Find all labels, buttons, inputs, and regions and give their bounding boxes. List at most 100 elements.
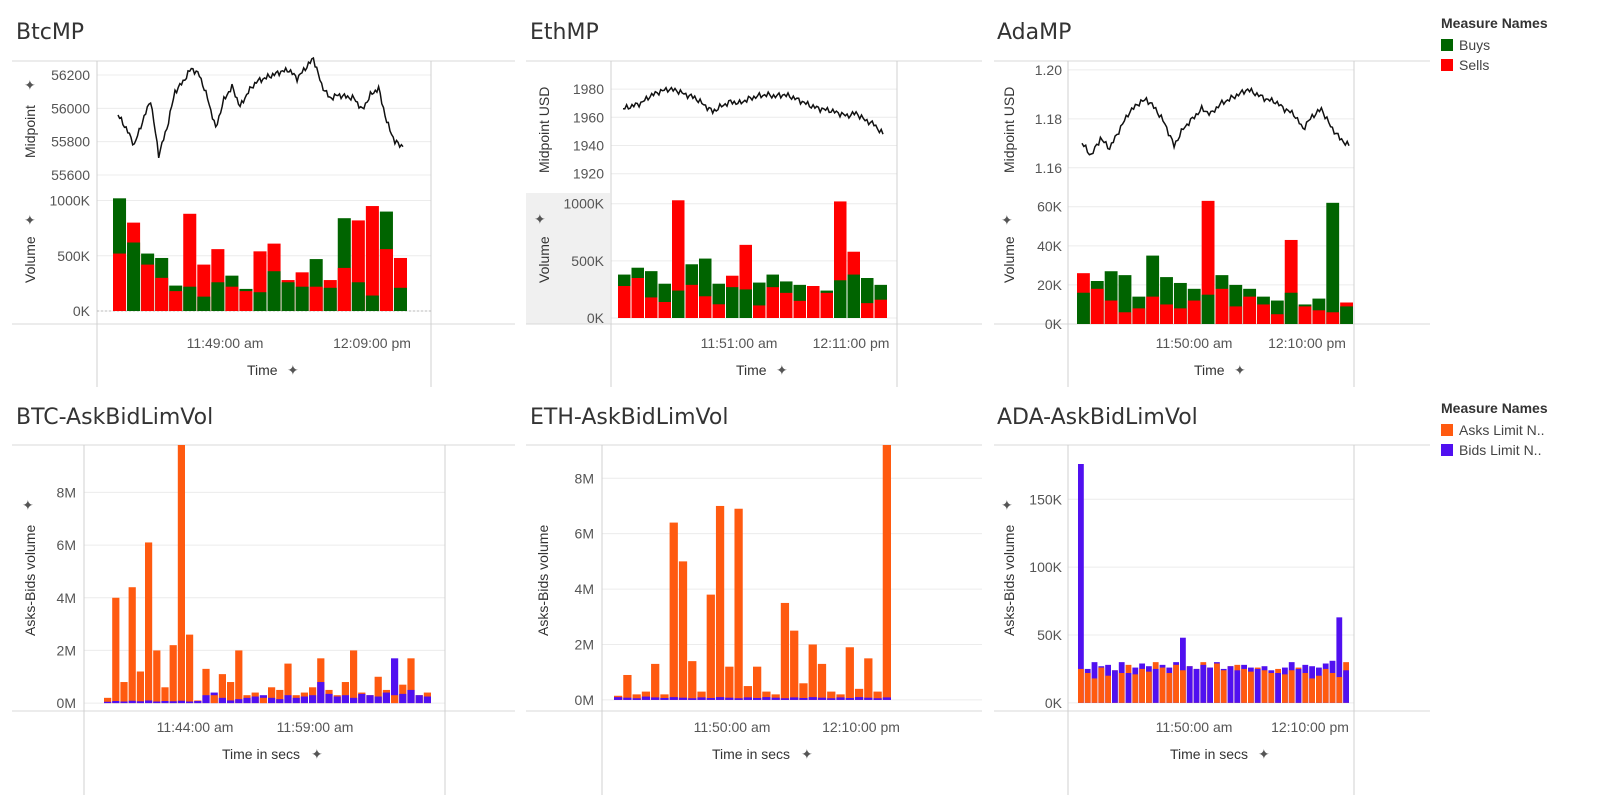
pin-icon[interactable]: ✦ xyxy=(1234,362,1246,378)
bids-bar xyxy=(697,697,706,700)
bids-bar xyxy=(688,698,697,700)
x-tick-label: 11:50:00 am xyxy=(1156,335,1233,351)
bids-bar xyxy=(660,697,669,700)
bids-bar xyxy=(145,700,153,704)
x-axis-label: Time in secs xyxy=(1170,746,1248,762)
asks-bar xyxy=(341,682,349,704)
asks-bar xyxy=(235,650,243,704)
asks-bar xyxy=(1159,667,1166,703)
asks-bar xyxy=(1098,667,1105,703)
asks-bar xyxy=(202,668,210,704)
ada-askbid-title: ADA-AskBidLimVol xyxy=(997,405,1198,430)
y-tick-label: 1940 xyxy=(573,138,604,154)
pin-icon[interactable]: ✦ xyxy=(1258,746,1270,762)
buys-bar xyxy=(1118,275,1132,324)
y-tick-label: 6M xyxy=(575,526,594,542)
ada-mp-title: AdaMP xyxy=(997,20,1072,45)
bids-bar xyxy=(251,696,259,704)
asks-bar xyxy=(790,630,799,700)
y-tick-label: 6M xyxy=(57,537,76,553)
asks-bar xyxy=(808,644,817,700)
x-tick-label: 11:49:00 am xyxy=(187,335,264,351)
sells-bar xyxy=(820,292,833,318)
buys-bar xyxy=(1340,306,1353,324)
bids-bar xyxy=(153,701,161,704)
top-legend[interactable]: Measure Names Buys Sells xyxy=(1441,15,1548,75)
legend-item-sells[interactable]: Sells xyxy=(1441,55,1548,75)
btc-askbid-chart[interactable]: 8M 6M 4M 2M 0M ✦ Asks-Bids volume 11:44:00 a… xyxy=(0,395,520,800)
buys-bar xyxy=(183,286,197,311)
bids-bar xyxy=(1125,673,1132,703)
pin-icon[interactable]: ✦ xyxy=(24,212,36,228)
legend-title: Measure Names xyxy=(1441,15,1548,31)
bids-bar xyxy=(1227,666,1234,703)
asks-bar xyxy=(882,445,891,700)
bids-bar xyxy=(706,697,715,700)
asks-bar xyxy=(669,522,678,700)
pin-icon[interactable]: ✦ xyxy=(534,211,546,227)
pin-icon[interactable]: ✦ xyxy=(776,362,788,378)
y-tick-label: 500K xyxy=(571,253,604,269)
sells-bar xyxy=(309,286,323,311)
x-tick-label: 12:10:00 pm xyxy=(1268,335,1346,351)
sells-bar xyxy=(1201,200,1215,324)
x-ticks: 11:44:00 am 11:59:00 am xyxy=(157,719,354,735)
pin-icon[interactable]: ✦ xyxy=(801,746,813,762)
sells-bar xyxy=(1312,310,1326,324)
asks-bar xyxy=(153,650,161,704)
bottom-legend[interactable]: Measure Names Asks Limit N.. Bids Limit … xyxy=(1441,400,1548,460)
bids-bar xyxy=(836,697,845,700)
eth-mp-chart[interactable]: 1980 1960 1940 1920 1000K 500K 0K Midpoint US… xyxy=(520,0,990,395)
y-tick-label: 1980 xyxy=(573,81,604,97)
legend-item-bids[interactable]: Bids Limit N.. xyxy=(1441,440,1548,460)
sells-bar xyxy=(1146,296,1160,324)
x-ticks: 11:49:00 am 12:09:00 pm xyxy=(187,335,411,351)
pin-icon[interactable]: ✦ xyxy=(1001,497,1013,513)
legend-item-buys[interactable]: Buys xyxy=(1441,35,1548,55)
asks-bar xyxy=(762,691,771,700)
pin-icon[interactable]: ✦ xyxy=(311,746,323,762)
legend-item-asks[interactable]: Asks Limit N.. xyxy=(1441,420,1548,440)
btc-mp-chart[interactable]: 56200 56000 55800 55600 1000K 500K 0K ✦ Midpo… xyxy=(0,0,520,395)
pin-icon[interactable]: ✦ xyxy=(287,362,299,378)
bids-bar xyxy=(243,697,251,704)
pin-icon[interactable]: ✦ xyxy=(1001,212,1013,228)
y-tick-label: 0K xyxy=(73,303,91,319)
legend-swatch xyxy=(1441,444,1453,456)
asks-bar xyxy=(317,658,325,704)
asks-bar xyxy=(688,661,697,700)
asks-bar xyxy=(678,561,688,700)
pin-icon[interactable]: ✦ xyxy=(24,77,36,93)
asks-bar xyxy=(734,508,743,700)
y-tick-label: 1000K xyxy=(564,196,605,212)
y-tick-label: 8M xyxy=(57,484,76,500)
x-tick-label: 12:10:00 pm xyxy=(1271,719,1349,735)
sells-bar xyxy=(1160,304,1173,324)
asks-bar xyxy=(651,663,660,700)
askbid-bars xyxy=(1078,464,1349,703)
ada-askbid-chart[interactable]: 150K 100K 50K 0K ✦ Asks-Bids volume 11:50:0… xyxy=(990,395,1430,800)
bids-bar xyxy=(1234,670,1241,703)
y-tick-label: 50K xyxy=(1037,627,1063,643)
y-tick-label: 2M xyxy=(57,642,76,658)
bids-bar xyxy=(1078,464,1084,703)
bids-bar xyxy=(391,658,399,704)
y-tick-label: 20K xyxy=(1037,277,1063,293)
sells-bar xyxy=(239,291,253,311)
legend-label: Sells xyxy=(1459,57,1490,73)
sells-bar xyxy=(1298,306,1312,324)
asks-bar xyxy=(753,666,762,700)
y-tick-label: 55800 xyxy=(51,134,90,150)
asks-bar xyxy=(104,697,112,704)
bids-bar xyxy=(734,698,743,700)
buys-bar xyxy=(1326,202,1340,324)
pin-icon[interactable]: ✦ xyxy=(22,497,34,513)
bids-bar xyxy=(194,700,202,704)
midpoint-axis-label: Midpoint USD xyxy=(536,87,552,173)
bids-bar xyxy=(161,700,169,704)
asks-bar xyxy=(1268,673,1275,703)
x-axis-label: Time xyxy=(1194,362,1225,378)
sells-bar xyxy=(672,200,685,318)
